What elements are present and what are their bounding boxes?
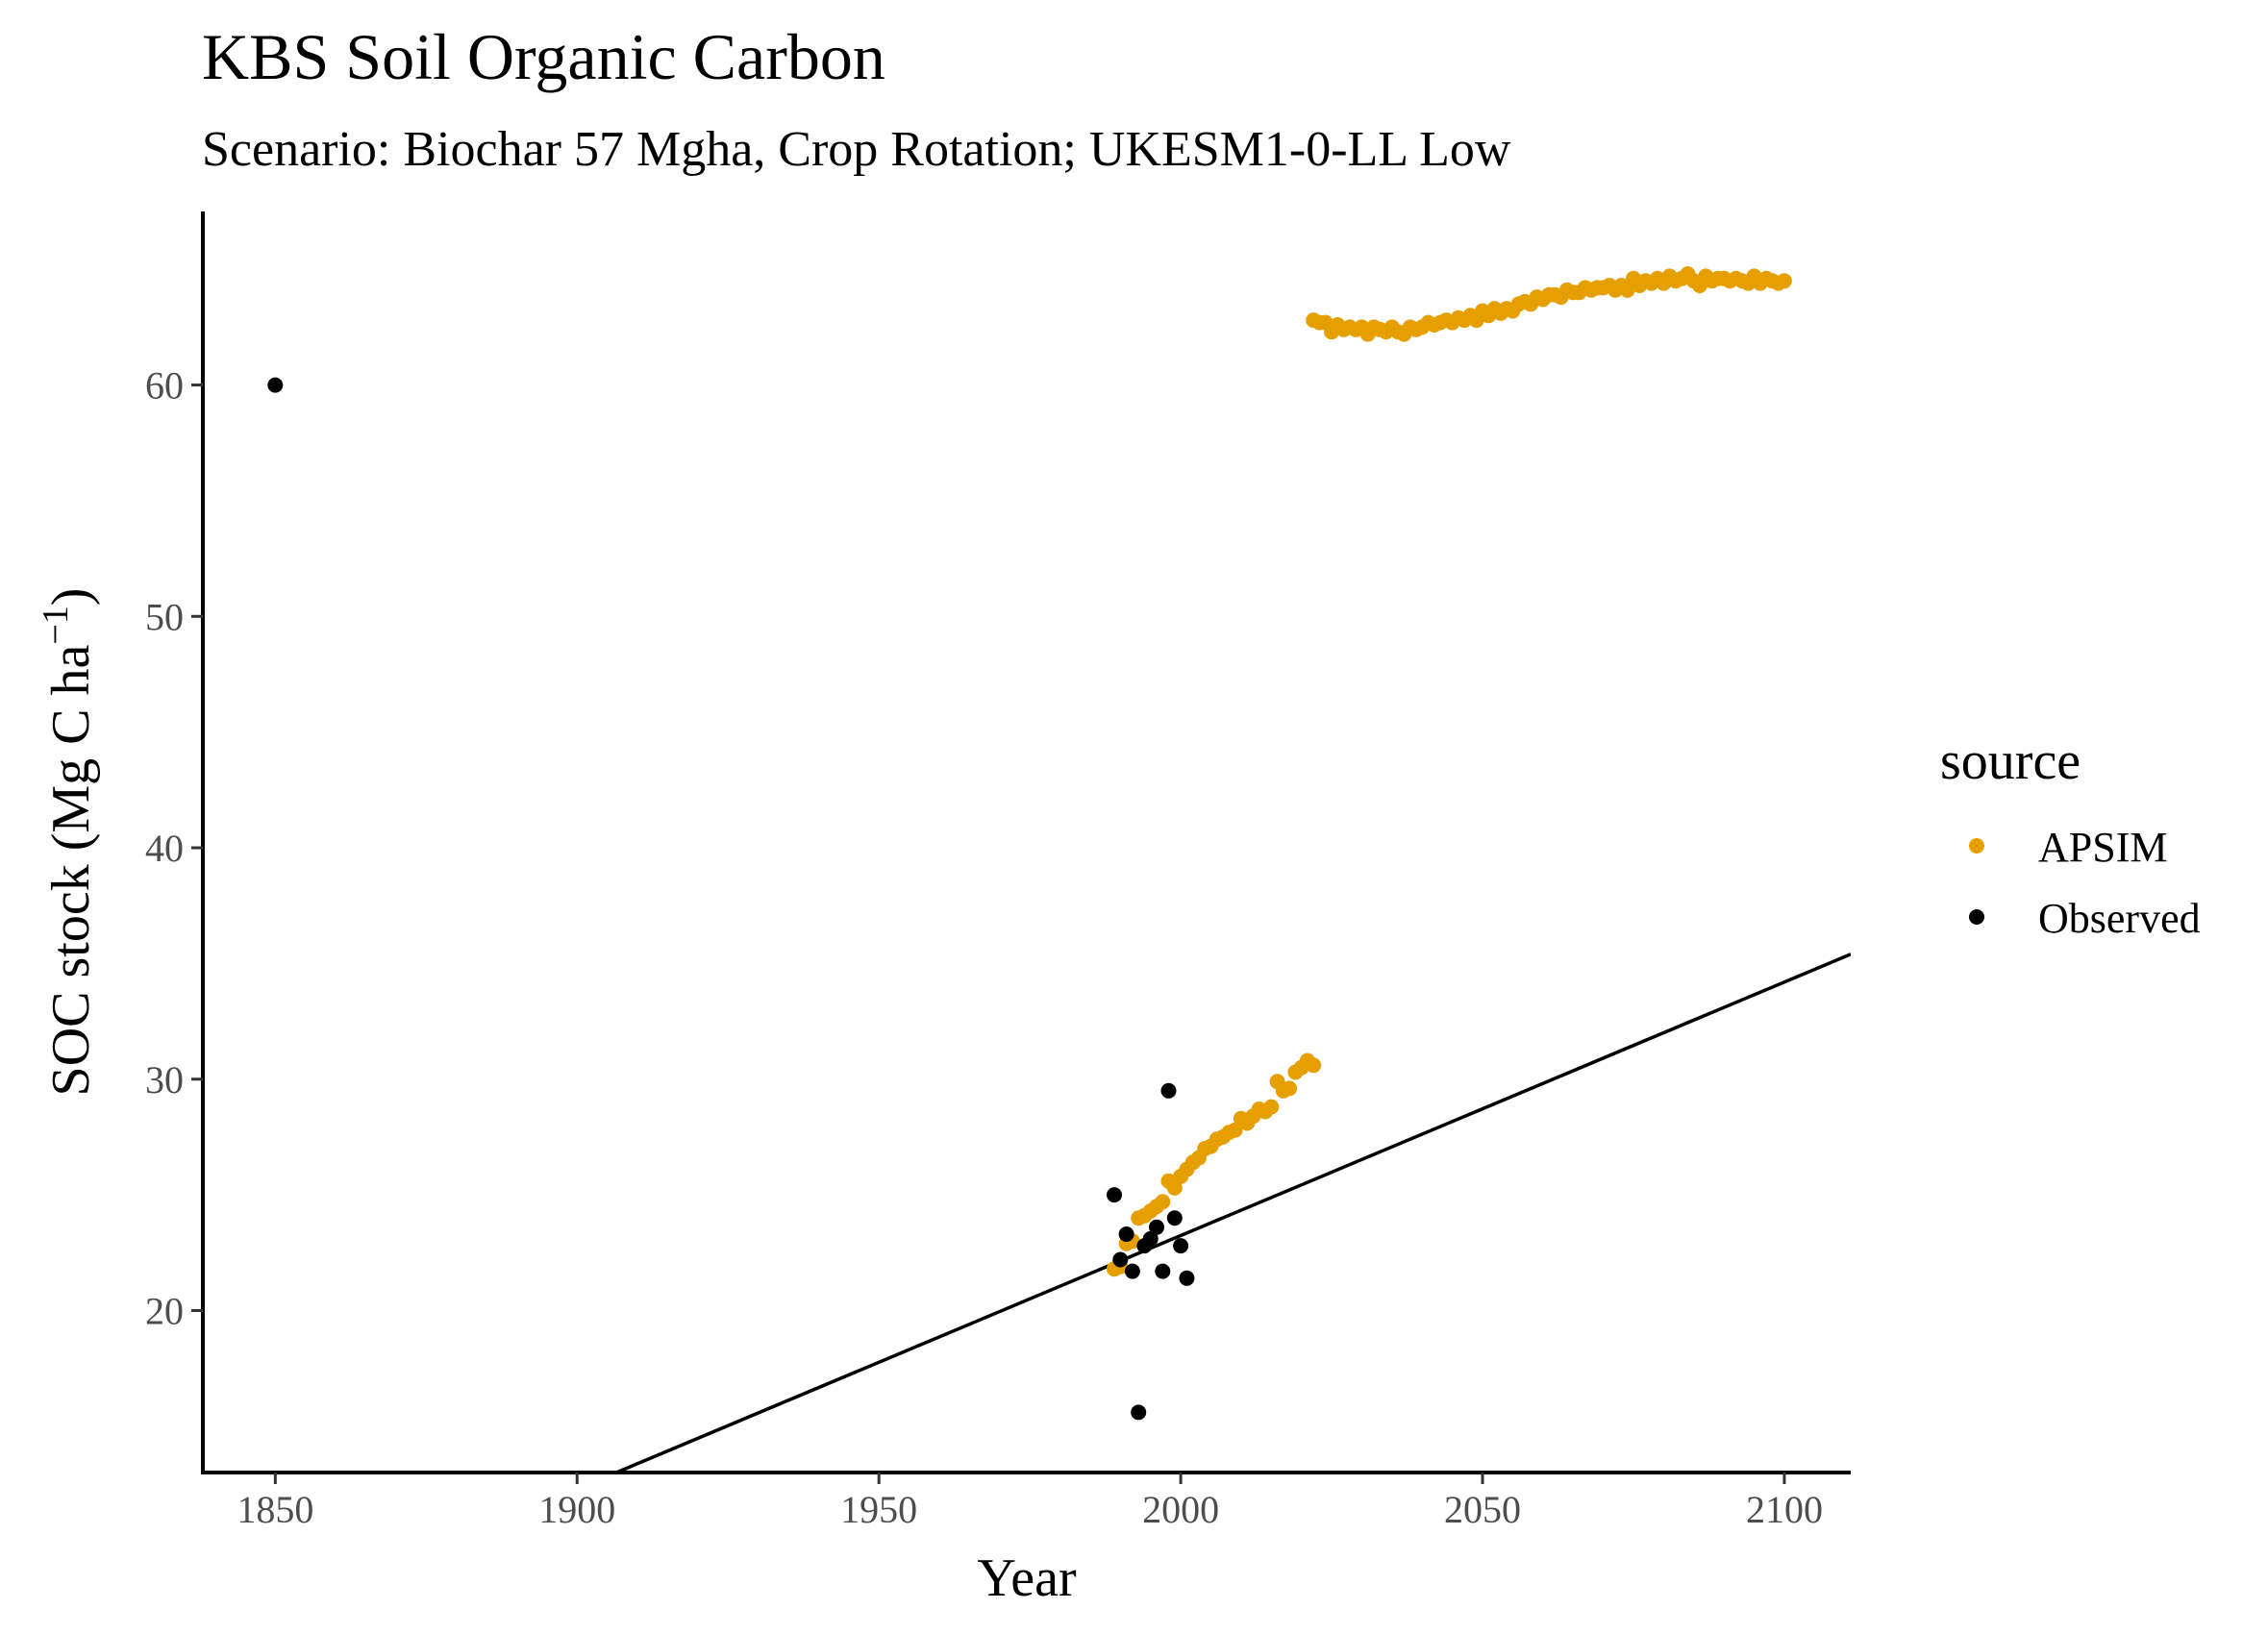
data-point-observed	[1131, 1404, 1147, 1421]
legend-key-apsim	[1969, 838, 1984, 854]
x-tick-label: 1900	[538, 1488, 615, 1531]
plot-area	[267, 266, 1851, 1473]
data-point-observed	[1173, 1238, 1189, 1254]
y-axis-title-close: )	[41, 588, 101, 607]
chart-title: KBS Soil Organic Carbon	[202, 20, 885, 93]
x-tick-label: 1850	[237, 1488, 313, 1531]
legend-title: source	[1940, 731, 2081, 791]
data-point-apsim	[1306, 1057, 1322, 1074]
data-point-observed	[1107, 1187, 1122, 1203]
legend: source APSIM Observed	[1940, 731, 2201, 942]
y-tick-label: 30	[145, 1058, 184, 1102]
data-point-observed	[1112, 1251, 1129, 1268]
legend-label-observed: Observed	[2038, 895, 2201, 942]
series-apsim	[1107, 266, 1792, 1277]
trend-line	[615, 953, 1851, 1473]
y-axis-title: SOC stock (Mg C ha−1)	[36, 588, 101, 1097]
chart-subtitle: Scenario: Biochar 57 Mgha, Crop Rotation…	[202, 122, 1511, 177]
data-point-observed	[1166, 1210, 1183, 1226]
legend-label-apsim: APSIM	[2038, 824, 2168, 871]
x-axis-ticks: 1850 1900 1950 2000 2050 2100	[237, 1473, 1823, 1531]
data-point-observed	[1118, 1226, 1134, 1242]
x-axis-title: Year	[977, 1548, 1077, 1608]
y-tick-label: 40	[145, 827, 184, 870]
series-observed	[267, 377, 1195, 1421]
y-axis-ticks: 20 30 40 50 60	[145, 364, 203, 1332]
data-point-apsim	[1155, 1194, 1171, 1210]
x-tick-label: 2000	[1142, 1488, 1219, 1531]
x-tick-label: 1950	[840, 1488, 917, 1531]
data-point-observed	[1160, 1082, 1177, 1099]
data-point-apsim	[1282, 1080, 1298, 1097]
data-point-apsim	[1263, 1099, 1280, 1115]
data-point-apsim	[1776, 273, 1792, 289]
y-tick-label: 50	[145, 595, 184, 638]
data-point-observed	[1142, 1230, 1159, 1247]
data-point-apsim	[1227, 1122, 1243, 1138]
x-tick-label: 2100	[1746, 1488, 1823, 1531]
x-tick-label: 2050	[1444, 1488, 1521, 1531]
y-tick-label: 60	[145, 364, 184, 408]
data-point-apsim	[1166, 1179, 1183, 1196]
data-point-observed	[1155, 1263, 1171, 1279]
data-point-apsim	[1619, 282, 1635, 298]
y-axis-title-main: SOC stock (Mg C ha	[41, 645, 101, 1097]
data-point-observed	[267, 377, 284, 393]
y-tick-label: 20	[145, 1289, 184, 1332]
legend-key-observed	[1969, 909, 1984, 925]
data-point-observed	[1149, 1219, 1164, 1235]
data-point-observed	[1179, 1270, 1195, 1286]
data-point-observed	[1124, 1263, 1140, 1279]
y-axis-title-superscript: −1	[36, 606, 76, 644]
